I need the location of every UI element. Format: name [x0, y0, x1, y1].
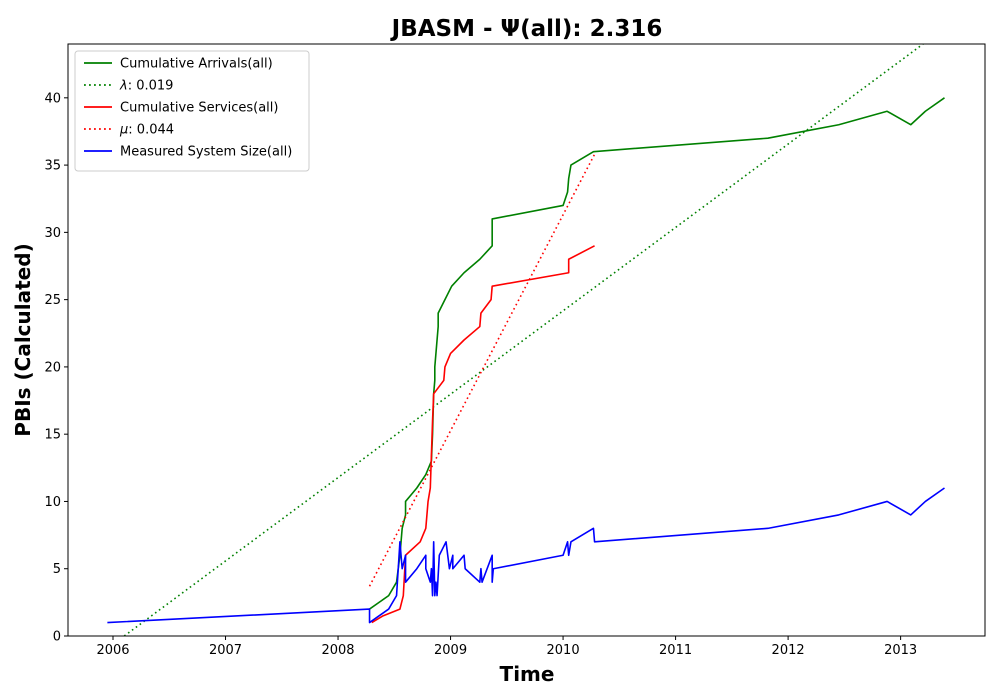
legend-label: Cumulative Arrivals(all) — [120, 57, 273, 72]
series-layer — [107, 44, 945, 636]
legend-box — [74, 50, 310, 172]
legend-label: μ: 0.044 — [119, 123, 174, 138]
series-line-3 — [368, 153, 596, 587]
legend: Cumulative Arrivals(all) λ: 0.019 Cumulati… — [74, 50, 310, 172]
series-line-4 — [107, 487, 945, 624]
y-tick-label: 10 — [44, 495, 61, 510]
x-tick-label: 2008 — [321, 643, 354, 658]
x-tick-label: 2009 — [434, 643, 467, 658]
x-tick-label: 2007 — [209, 643, 242, 658]
x-tick-label: 2013 — [884, 643, 917, 658]
plot-frame — [67, 43, 986, 637]
y-axis: 0 5 10 15 20 25 30 35 40 — [44, 91, 68, 645]
y-tick-label: 5 — [53, 562, 61, 577]
legend-label: λ: 0.019 — [119, 79, 173, 94]
chart-title: JBASM - Ψ(all): 2.316 — [390, 16, 663, 42]
x-tick-label: 2006 — [96, 643, 129, 658]
y-tick-label: 30 — [44, 226, 61, 241]
y-tick-label: 0 — [53, 630, 61, 645]
y-tick-label: 35 — [44, 159, 61, 174]
legend-label: Measured System Size(all) — [120, 145, 292, 160]
y-axis-label: PBIs (Calculated) — [11, 243, 35, 436]
y-tick-label: 20 — [44, 360, 61, 375]
y-tick-label: 25 — [44, 293, 61, 308]
series-line-2 — [371, 245, 595, 624]
y-tick-label: 40 — [44, 91, 61, 106]
x-tick-label: 2010 — [547, 643, 580, 658]
x-tick-label: 2012 — [772, 643, 805, 658]
x-axis: 2006 2007 2008 2009 2010 2011 2012 2013 — [96, 636, 917, 658]
x-axis-label: Time — [500, 662, 555, 686]
legend-label: Cumulative Services(all) — [120, 101, 278, 116]
y-tick-label: 15 — [44, 428, 61, 443]
series-line-0 — [369, 97, 945, 610]
x-tick-label: 2011 — [659, 643, 692, 658]
